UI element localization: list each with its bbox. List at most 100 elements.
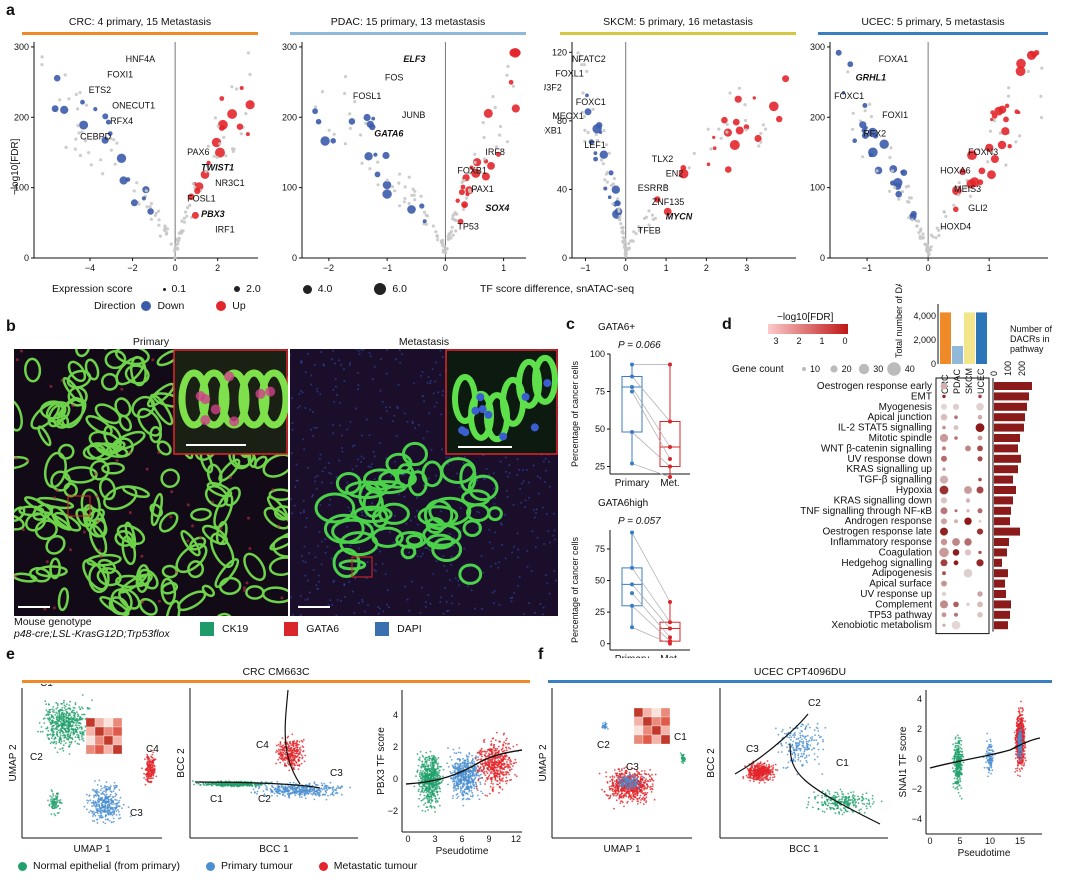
volcano-point xyxy=(320,90,325,94)
dapi-nucleus xyxy=(440,413,443,416)
volcano-point xyxy=(495,151,501,157)
ck19-gland xyxy=(108,596,129,616)
umap-point-normal xyxy=(53,738,56,741)
pathway-label: Myogenesis xyxy=(879,402,932,413)
y-tick-label: 200 xyxy=(810,112,825,122)
tf-point-primary xyxy=(457,751,460,754)
volcano-point xyxy=(977,179,984,186)
y-tick-label: 200 xyxy=(14,112,29,122)
dapi-nucleus xyxy=(403,412,406,415)
gata6-signal xyxy=(170,490,174,494)
pair-line xyxy=(631,592,671,638)
ck19-gland xyxy=(421,460,443,488)
umap-point-normal xyxy=(49,742,52,745)
dapi-nucleus xyxy=(293,504,296,507)
volcano-point xyxy=(992,118,996,123)
umap-point-normal xyxy=(76,742,79,745)
dapi-nucleus xyxy=(422,437,425,440)
bcc-point-met xyxy=(293,764,296,767)
volcano-point xyxy=(148,205,152,209)
volcano-point xyxy=(93,107,98,112)
dapi-nucleus xyxy=(510,600,513,603)
panel-c-ytick-label: 25 xyxy=(595,607,605,617)
dapi-nucleus xyxy=(354,577,357,580)
dapi-nucleus xyxy=(386,603,389,606)
volcano-point xyxy=(224,154,228,158)
gene-label-lef1: LEF1 xyxy=(584,140,606,150)
umap-point-normal xyxy=(74,702,77,704)
volcano-point xyxy=(450,217,455,221)
tf-point-normal xyxy=(434,772,437,775)
volcano-point xyxy=(180,219,184,223)
total-title: Total number of DACRs xyxy=(894,284,904,358)
umap-point-normal xyxy=(76,733,78,736)
volcano-point xyxy=(608,170,614,176)
bcc-point-primary xyxy=(349,786,351,789)
pathway-dot xyxy=(954,436,958,440)
umap-point-normal xyxy=(82,713,85,716)
bcc-point-primary xyxy=(254,792,256,794)
pathway-dot xyxy=(977,414,983,420)
gata6-signal xyxy=(128,450,132,454)
ck19-gland xyxy=(210,532,235,568)
umap-point-primary xyxy=(99,812,102,815)
gata6-signal xyxy=(245,581,249,585)
umap-point-normal xyxy=(45,703,47,705)
umap-point-primary xyxy=(102,821,105,823)
umap-point-normal xyxy=(50,716,53,719)
dapi-nucleus xyxy=(413,382,416,385)
dapi-nucleus xyxy=(394,358,397,361)
umap-point-primary xyxy=(113,785,115,787)
volcano-point xyxy=(594,132,598,136)
umap-point-primary xyxy=(117,801,120,804)
volcano-point xyxy=(462,178,466,183)
umap-point-normal xyxy=(53,733,55,736)
axis-ylabel: BCC 2 xyxy=(176,748,187,778)
ck19-gland xyxy=(122,485,150,499)
tf-point-normal xyxy=(415,775,417,778)
tf-point-normal xyxy=(423,794,426,797)
dapi-nucleus xyxy=(330,557,333,560)
dapi-nucleus xyxy=(482,571,485,574)
umap-point-normal xyxy=(64,742,67,744)
panel-d-label: d xyxy=(722,316,732,333)
volcano-point xyxy=(743,124,750,130)
axis-ylabel: UMAP 2 xyxy=(8,744,19,781)
volcano-point xyxy=(348,112,352,116)
bcc-point-met xyxy=(277,758,280,761)
dapi-nucleus xyxy=(310,383,313,386)
pathway-bar xyxy=(994,382,1032,390)
tf-ytick: 0 xyxy=(393,774,398,784)
genotype-block: Mouse genotype p48-cre;LSL-KrasG12D;Trp5… xyxy=(14,616,170,640)
volcano-point xyxy=(888,155,892,160)
bcc-point-primary xyxy=(271,791,274,793)
volcano-point xyxy=(218,124,225,131)
volcano-point xyxy=(144,189,148,193)
tf-point-normal xyxy=(416,769,419,772)
umap-point-normal xyxy=(70,725,73,728)
bcc-point-normal xyxy=(212,782,215,785)
tf-ylabel: PBX3 TF score xyxy=(376,727,387,795)
dapi-nucleus xyxy=(300,554,303,557)
dapi-nucleus xyxy=(553,529,556,532)
dapi-nucleus xyxy=(361,598,364,601)
dapi-nucleus xyxy=(534,546,537,549)
volcano-point xyxy=(245,100,255,110)
dapi-nucleus xyxy=(493,589,496,592)
umap-point-primary xyxy=(100,806,103,809)
volcano-point xyxy=(890,169,894,173)
tf-xtick: 9 xyxy=(486,834,491,844)
umap-point-normal xyxy=(56,730,59,733)
inset-nucleus xyxy=(224,371,235,382)
umap-point-normal xyxy=(68,741,71,744)
dapi-nucleus xyxy=(437,391,440,394)
volcano-point xyxy=(441,250,445,254)
dapi-nucleus xyxy=(373,478,376,481)
volcano-point xyxy=(398,204,402,208)
bcc-point-normal xyxy=(191,780,194,783)
dapi-nucleus xyxy=(327,604,330,607)
volcano-point xyxy=(925,249,929,253)
tf-point-normal xyxy=(424,760,427,763)
tf-point-normal xyxy=(434,759,437,762)
tf-point-normal xyxy=(421,754,424,757)
